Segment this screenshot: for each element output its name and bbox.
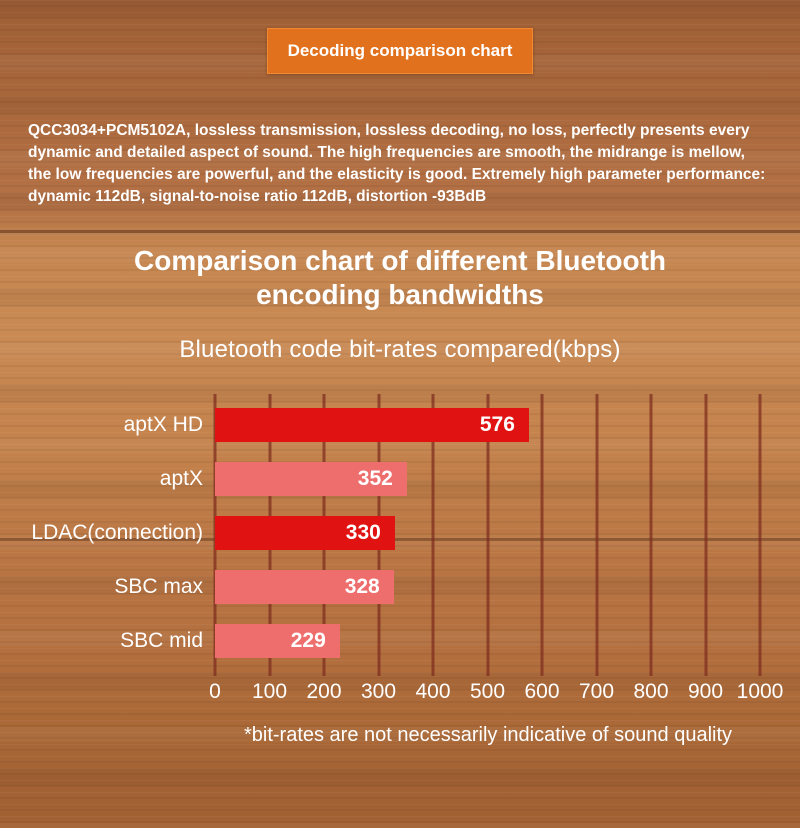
page-title: Comparison chart of different Bluetooth … bbox=[134, 245, 666, 311]
bar-value: 328 bbox=[344, 575, 380, 599]
bar-value: 229 bbox=[290, 629, 326, 653]
category-label: aptX bbox=[159, 467, 203, 491]
category-label: LDAC(connection) bbox=[31, 521, 203, 545]
category-label: SBC mid bbox=[120, 629, 203, 653]
plot-area: aptX HD 576 aptX 352 LDAC(connection) 330 SBC … bbox=[31, 394, 762, 677]
bar: 330 bbox=[215, 516, 395, 551]
x-tick-label: 200 bbox=[306, 680, 342, 704]
category-label: aptX HD bbox=[123, 413, 203, 437]
bar: 352 bbox=[215, 462, 407, 497]
category-label: SBC max bbox=[114, 575, 203, 599]
bar-value: 352 bbox=[357, 467, 393, 491]
product-description: QCC3034+PCM5102A, lossless transmission,… bbox=[28, 122, 766, 205]
x-tick-label: 900 bbox=[687, 680, 724, 704]
bar-row: aptX 352 bbox=[160, 462, 760, 497]
bar: 229 bbox=[215, 624, 340, 659]
bar-value: 330 bbox=[345, 521, 381, 545]
bar: 328 bbox=[215, 570, 394, 605]
bar-row: LDAC(connection) 330 bbox=[31, 516, 760, 551]
x-tick-label: 0 bbox=[209, 680, 221, 704]
x-tick-label: 800 bbox=[633, 680, 669, 704]
chart-title: Bluetooth code bit-rates compared(kbps) bbox=[179, 336, 621, 364]
x-tick-label: 300 bbox=[360, 680, 397, 704]
banner-label: Decoding comparison chart bbox=[287, 41, 513, 60]
x-tick-label: 700 bbox=[578, 680, 615, 704]
bar-rows: aptX HD 576 aptX 352 LDAC(connection) 330 SBC … bbox=[31, 408, 760, 659]
chart-footnote: *bit-rates are not necessarily indicativ… bbox=[243, 724, 733, 747]
bar-row: SBC mid 229 bbox=[120, 624, 760, 659]
x-tick-label: 1000 bbox=[736, 680, 784, 704]
bar-value: 576 bbox=[479, 413, 515, 437]
bar-row: aptX HD 576 bbox=[124, 408, 760, 443]
x-axis-ticks: 0 100 200 300 400 500 600 700 800 900 1000 bbox=[209, 680, 783, 708]
x-tick-label: 400 bbox=[415, 680, 451, 704]
bar-row: SBC max 328 bbox=[114, 570, 760, 605]
x-tick-label: 500 bbox=[469, 680, 506, 704]
bar-chart: aptX HD 576 aptX 352 LDAC(connection) 330 SBC … bbox=[0, 394, 800, 747]
bar: 576 bbox=[215, 408, 529, 443]
x-tick-label: 600 bbox=[524, 680, 560, 704]
x-tick-label: 100 bbox=[251, 680, 288, 704]
decoding-comparison-banner: Decoding comparison chart bbox=[267, 28, 533, 74]
